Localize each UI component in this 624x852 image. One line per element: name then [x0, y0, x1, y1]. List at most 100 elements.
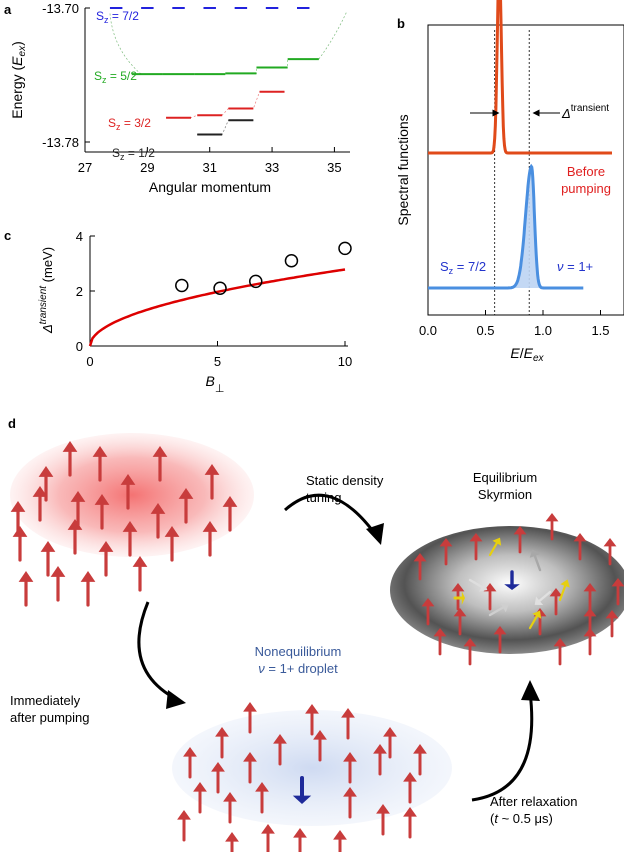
spin-arrow — [558, 579, 570, 602]
panel-a-xtick-label: 33 — [265, 160, 279, 175]
spin-arrow — [80, 571, 96, 607]
spin-arrow — [70, 491, 86, 527]
spin-arrow — [513, 526, 527, 554]
series-line — [428, 163, 584, 290]
spin-arrow — [528, 610, 542, 630]
panel-b-xtick-label: 0.5 — [476, 323, 494, 338]
spin-arrow — [12, 526, 28, 562]
spin-arrow — [343, 787, 357, 819]
spin-arrow — [223, 792, 237, 824]
panel-c-plot — [88, 241, 352, 347]
spin-arrow — [215, 727, 229, 759]
static-tuning-label-2: tuning — [306, 490, 341, 505]
panel-a-guides — [109, 11, 348, 135]
relaxation-arrowhead — [521, 680, 540, 701]
spin-arrow — [243, 702, 257, 734]
static-tuning-arrow — [284, 493, 380, 539]
panel-a-ytick-label: -13.78 — [42, 135, 79, 150]
series-nu-label: ν = 1+ — [557, 259, 593, 274]
skyrmion-blob — [390, 526, 624, 654]
panel-a-xtick-label: 29 — [140, 160, 154, 175]
spin-arrow — [341, 708, 355, 740]
spin-arrow — [261, 824, 275, 852]
panel-c-ytick-label: 0 — [76, 339, 83, 354]
spin-arrow — [98, 541, 114, 577]
panel-b-xtick-label: 0.0 — [419, 323, 437, 338]
spin-arrow — [488, 537, 502, 557]
level-guide — [166, 91, 285, 119]
data-point — [249, 274, 263, 289]
spin-arrow — [534, 590, 552, 605]
panel-b-frame — [427, 24, 624, 316]
spin-arrow — [313, 730, 327, 762]
spin-arrow — [122, 521, 138, 557]
series-fill — [494, 166, 566, 288]
equilibrium-label-1: Equilibrium — [473, 470, 537, 485]
spin-arrow — [413, 553, 427, 581]
panel-b-xtick-label: 1.5 — [591, 323, 609, 338]
panel-a-level-labels: Sz = 7/2 Sz = 5/2 Sz = 3/2 Sz = 1/2 — [94, 9, 155, 162]
spin-arrow — [202, 521, 218, 557]
panel-a-xlabel: Angular momentum — [149, 179, 271, 195]
pumping-arrow — [137, 601, 179, 702]
series-line — [428, 0, 612, 155]
series-before-label-1: Before — [567, 164, 605, 179]
spin-arrow — [67, 519, 83, 555]
noneq-label-2: ν = 1+ droplet — [258, 661, 338, 676]
panel-c-xlabel: B⊥ — [206, 373, 225, 395]
data-point — [284, 254, 299, 268]
spin-arrow — [373, 744, 387, 776]
data-point — [175, 278, 189, 293]
spin-arrow — [292, 776, 312, 804]
spin-arrow — [305, 704, 319, 736]
spin-arrow — [204, 464, 220, 500]
spin-arrow — [529, 549, 542, 572]
spin-arrow — [40, 541, 56, 577]
series-sz-label: Sz = 7/2 — [440, 259, 486, 276]
panel-a-xtick-label: 35 — [327, 160, 341, 175]
data-point — [213, 281, 227, 295]
spin-arrow — [403, 807, 417, 839]
panel-c-xtick-label: 10 — [338, 354, 352, 369]
spin-arrow — [18, 571, 34, 607]
equilibrium-label-2: Skyrmion — [478, 487, 532, 502]
panel-b-label: b — [397, 16, 405, 31]
spin-arrow — [333, 830, 347, 852]
spin-arrow — [150, 503, 166, 539]
spin-arrow — [177, 810, 191, 842]
spin-arrow — [468, 578, 488, 592]
spin-arrow — [243, 752, 257, 784]
panel-c-ytick-label: 2 — [76, 284, 83, 299]
spin-arrow — [120, 474, 136, 510]
series-before-label-2: pumping — [561, 181, 611, 196]
spin-arrow — [383, 727, 397, 759]
panel-b-plot — [428, 0, 612, 315]
spin-arrow — [164, 526, 180, 562]
static-tuning-arrowhead — [366, 523, 384, 545]
spin-arrow — [488, 602, 510, 617]
panel-c-ytick-label: 4 — [76, 229, 83, 244]
panel-d: d Static density tuning Equilibrium Skyr… — [8, 416, 624, 852]
spin-arrows — [10, 441, 624, 852]
pumping-arrowhead — [166, 690, 186, 709]
spin-arrow — [222, 496, 238, 532]
spin-arrow — [178, 488, 194, 524]
spin-arrow — [211, 762, 225, 794]
panel-a-xtick-label: 31 — [202, 160, 216, 175]
spin-arrow — [603, 538, 617, 566]
panel-c: c 0 5 10 0 2 4 Δtransient (meV) B⊥ — [4, 228, 352, 395]
level-label: Sz = 7/2 — [96, 9, 139, 25]
spin-arrow — [183, 747, 197, 779]
droplet-blob — [172, 710, 452, 826]
panel-c-ylabel: Δtransient (meV) — [38, 247, 55, 334]
spin-arrow — [469, 533, 483, 561]
panel-a-ylabel: Energy (Eex) — [9, 41, 28, 119]
level-label: Sz = 1/2 — [112, 146, 155, 162]
spin-arrow — [403, 772, 417, 804]
panel-b-xtick-label: 1.0 — [534, 323, 552, 338]
spin-arrow — [433, 628, 447, 656]
spin-arrow — [453, 608, 467, 636]
spin-arrow — [549, 588, 563, 616]
spin-arrow — [132, 556, 148, 592]
